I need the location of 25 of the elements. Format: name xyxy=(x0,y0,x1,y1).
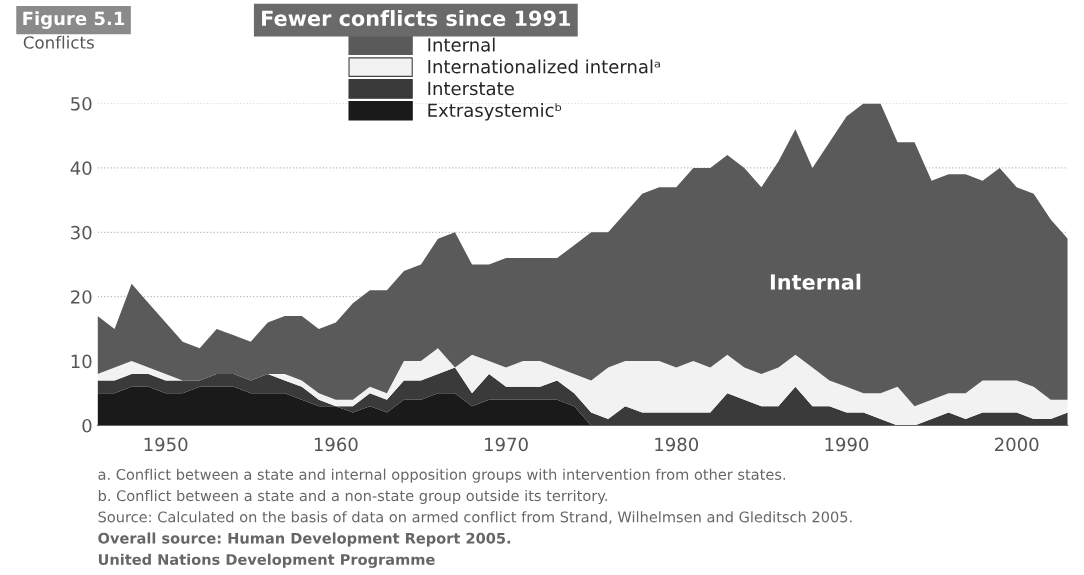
legend-label: Interstate xyxy=(428,81,514,96)
y-axis-title: Conflicts xyxy=(23,35,94,49)
annotation: Internal xyxy=(770,273,861,290)
chart-title: Fewer conflicts since 1991 xyxy=(262,10,571,27)
x-tick-label: 1990 xyxy=(825,437,869,452)
y-tick-label: 10 xyxy=(71,354,92,369)
legend-label: Internationalized internalᵃ xyxy=(428,59,660,74)
y-tick-label: 0 xyxy=(82,418,92,433)
text: b. Conflict between a state and a non-state group outside its territory. xyxy=(98,489,607,505)
y-tick-label: 20 xyxy=(71,290,92,304)
legend-label: Internal xyxy=(428,37,495,52)
y-tick-label: 50 xyxy=(71,96,92,111)
source-note: Source: Calculated on the basis of data on armed conflict from Strand, Wilhelmsen and Gleditsch 2005. xyxy=(98,511,852,524)
x-tick-label: 1970 xyxy=(485,437,528,452)
y-tick-label: 30 xyxy=(71,225,92,240)
text: Overall source: Human Development Report 2005. xyxy=(98,532,511,547)
x-tick-label: 1960 xyxy=(314,437,358,452)
text: United Nations Development Programme xyxy=(98,553,435,568)
text: a. Conflict between a state and internal opposition groups with intervention from other states. xyxy=(98,468,786,483)
caption: Figure 5.1 xyxy=(23,11,125,29)
y-tick-label: 40 xyxy=(70,161,92,176)
x-tick-label: 2000 xyxy=(995,437,1039,452)
x-tick-label: 1980 xyxy=(655,437,699,452)
legend-label: Extrasystemicᵇ xyxy=(428,103,562,121)
x-tick-label: 1950 xyxy=(144,437,188,452)
